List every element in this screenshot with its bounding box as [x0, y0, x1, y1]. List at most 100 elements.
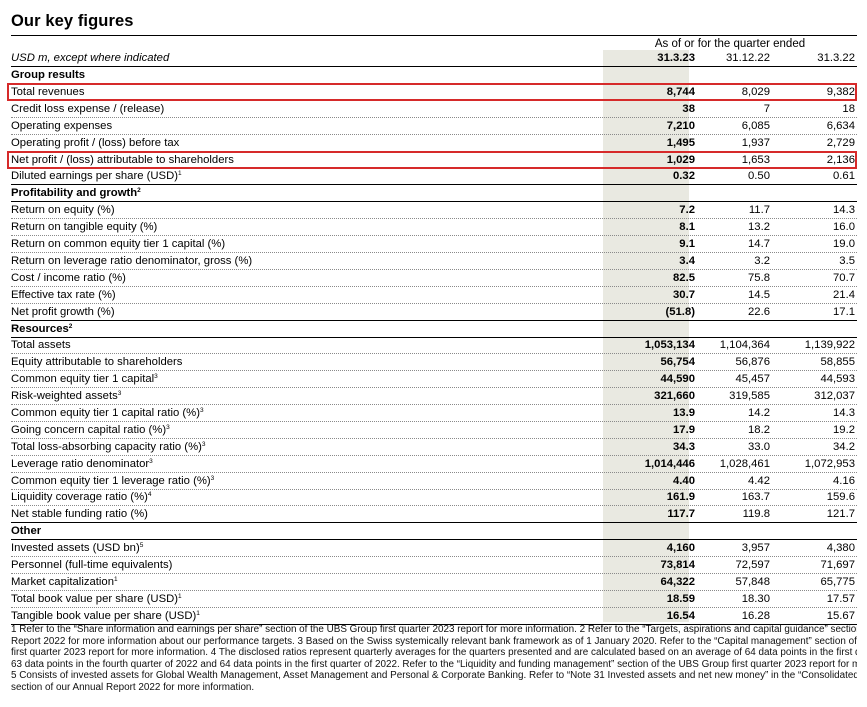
label-text: Credit loss expense / (release) [11, 103, 165, 115]
value-prior-quarter: 22.6 [748, 306, 770, 318]
row-label: Return on equity (%) [11, 202, 115, 218]
value-current-quarter: 56,754 [660, 356, 695, 368]
footnote-marker: 3 [166, 424, 170, 431]
value-prior-year: 65,775 [820, 576, 855, 588]
column-header-prior-quarter: 31.12.22 [726, 52, 770, 64]
highlight-box [7, 83, 857, 101]
row-label: Leverage ratio denominator3 [11, 456, 153, 472]
footnote-marker: 1 [178, 170, 182, 177]
value-current-quarter: 8.1 [679, 221, 695, 233]
value-prior-year: 1,139,922 [804, 339, 855, 351]
table-row: Tangible book value per share (USD)1 16.5… [11, 608, 857, 625]
section-header: Resources2 [11, 321, 857, 338]
section-label: Other [11, 523, 41, 539]
value-prior-year: 18 [842, 103, 855, 115]
table-row: Net profit growth (%) (51.8) 22.6 17.1 [11, 304, 857, 321]
section-header: Other [11, 523, 857, 540]
footnote-line: 63 data points in the fourth quarter of … [11, 658, 857, 670]
table-row: Diluted earnings per share (USD)1 0.32 0.5… [11, 168, 857, 185]
table-row: Going concern capital ratio (%)3 17.9 18.2… [11, 422, 857, 439]
value-prior-year: 71,697 [820, 559, 855, 571]
section-label: Profitability and growth2 [11, 185, 141, 201]
table-row: Invested assets (USD bn)5 4,160 3,957 4,380 [11, 540, 857, 557]
row-label: Invested assets (USD bn)5 [11, 540, 143, 556]
row-label: Total loss-absorbing capacity ratio (%)3 [11, 439, 206, 455]
footnote-line: 1 Refer to the “Share information and ea… [11, 624, 857, 635]
value-prior-quarter: 6,085 [741, 120, 770, 132]
value-prior-year: 14.3 [833, 407, 855, 419]
table-row: Liquidity coverage ratio (%)4 161.9 163.7 1… [11, 489, 857, 506]
value-current-quarter: 0.32 [673, 170, 695, 182]
period-header: As of or for the quarter ended [654, 38, 806, 50]
footnote-marker: 3 [154, 373, 158, 380]
value-current-quarter: 1,029 [666, 154, 695, 166]
label-text: Return on leverage ratio denominator, gr… [11, 255, 253, 267]
label-text: Tangible book value per share (USD) [11, 610, 197, 622]
value-prior-quarter: 14.7 [748, 238, 770, 250]
label-text: Total book value per share (USD) [11, 593, 179, 605]
table-row: Common equity tier 1 capital ratio (%)3 1… [11, 405, 857, 422]
table-row: Return on common equity tier 1 capital (… [11, 236, 857, 253]
footnotes: 1 Refer to the “Share information and ea… [11, 624, 857, 694]
table-row: Personnel (full-time equivalents) 73,814 7… [11, 557, 857, 574]
table-row: Total assets 1,053,134 1,104,364 1,139,922 [11, 337, 857, 354]
value-current-quarter: 9.1 [679, 238, 695, 250]
value-current-quarter: 73,814 [660, 559, 695, 571]
value-prior-year: 14.3 [833, 204, 855, 216]
value-prior-quarter: 14.5 [748, 289, 770, 301]
section-label: Group results [11, 67, 85, 83]
title-divider [11, 35, 857, 36]
footnote-marker: 3 [117, 390, 122, 397]
value-current-quarter: 1,495 [666, 137, 695, 149]
footnote-marker: 5 [139, 542, 144, 549]
label-text: Profitability and growth [11, 187, 138, 199]
row-label: Total revenues [11, 84, 84, 100]
row-label: Risk-weighted assets3 [11, 388, 121, 404]
footnote-marker: 4 [147, 491, 152, 498]
value-current-quarter: 1,053,134 [644, 339, 695, 351]
row-label: Common equity tier 1 capital3 [11, 371, 158, 387]
value-current-quarter: 18.59 [666, 593, 695, 605]
value-current-quarter: (51.8) [665, 306, 695, 318]
label-text: Net profit growth (%) [11, 306, 115, 318]
table-row: Cost / income ratio (%) 82.5 75.8 70.7 [11, 270, 857, 287]
table-row: Equity attributable to shareholders 56,75… [11, 354, 857, 371]
value-current-quarter: 4.40 [673, 475, 695, 487]
value-prior-quarter: 56,876 [735, 356, 770, 368]
value-prior-year: 34.2 [833, 441, 855, 453]
table-row: Operating expenses 7,210 6,085 6,634 [11, 118, 857, 135]
row-label: Credit loss expense / (release) [11, 101, 164, 117]
footnote-line: section of our Annual Report 2022 for mo… [11, 681, 255, 693]
row-label: Net stable funding ratio (%) [11, 506, 148, 522]
value-prior-year: 1,072,953 [804, 458, 855, 470]
value-prior-quarter: 1,104,364 [719, 339, 770, 351]
label-text: Cost / income ratio (%) [11, 272, 126, 284]
value-prior-quarter: 75.8 [748, 272, 770, 284]
row-label: Total book value per share (USD)1 [11, 591, 182, 607]
value-prior-quarter: 33.0 [748, 441, 770, 453]
value-current-quarter: 30.7 [673, 289, 695, 301]
value-prior-quarter: 7 [763, 103, 770, 115]
label-text: Common equity tier 1 leverage ratio (%) [11, 475, 211, 487]
label-text: Liquidity coverage ratio (%) [11, 491, 148, 503]
value-prior-quarter: 1,653 [741, 154, 770, 166]
value-current-quarter: 321,660 [654, 390, 695, 402]
value-prior-year: 19.0 [833, 238, 855, 250]
value-prior-year: 159.6 [826, 491, 855, 503]
row-label: Operating profit / (loss) before tax [11, 135, 179, 151]
value-current-quarter: 8,744 [666, 86, 695, 98]
row-label: Personnel (full-time equivalents) [11, 557, 172, 573]
table-row: Market capitalization1 64,322 57,848 65,775 [11, 574, 857, 591]
label-text: Group results [11, 69, 86, 81]
value-current-quarter: 64,322 [660, 576, 695, 588]
label-text: Going concern capital ratio (%) [11, 424, 167, 436]
row-label: Return on common equity tier 1 capital (… [11, 236, 225, 252]
label-text: Total assets [11, 339, 71, 351]
value-prior-quarter: 16.28 [741, 610, 770, 622]
value-prior-year: 312,037 [814, 390, 855, 402]
value-prior-quarter: 14.2 [748, 407, 770, 419]
value-prior-quarter: 57,848 [735, 576, 770, 588]
value-prior-quarter: 18.30 [741, 593, 770, 605]
row-label: Net profit growth (%) [11, 304, 115, 320]
